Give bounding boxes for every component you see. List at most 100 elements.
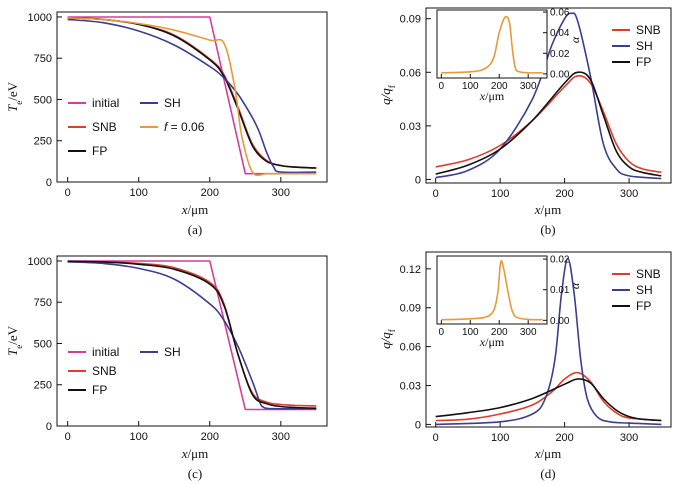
legend-label: SH — [164, 96, 181, 110]
series-line-SNB — [435, 74, 662, 174]
series-line-SH — [67, 18, 317, 174]
inset-series-line-alpha — [441, 260, 543, 321]
x-tick-label: 300 — [620, 188, 638, 200]
panel-label: (a) — [188, 222, 202, 237]
frame — [425, 7, 672, 184]
x-axis-label: x/μm — [181, 202, 208, 217]
x-axis-label: x/μm — [534, 202, 561, 217]
inset-x-axis-label: x/μm — [479, 89, 505, 103]
y-tick-label: 1000 — [28, 256, 52, 268]
y-tick-label: 0.03 — [400, 381, 421, 393]
legend-label: FP — [636, 299, 651, 313]
series-line-FP — [67, 260, 317, 409]
inset-frame — [436, 9, 548, 79]
y-tick-label: 0.06 — [400, 342, 421, 354]
panel-label: (d) — [540, 466, 555, 481]
series-line-SNB — [435, 371, 662, 422]
x-tick-label: 300 — [620, 432, 638, 444]
inset-y-axis-label: α — [568, 36, 582, 43]
inset-y-tick-label: 0.00 — [550, 316, 570, 327]
legend-label: SH — [636, 283, 653, 297]
inset-y-tick-label: 0.06 — [550, 8, 570, 19]
y-tick-label: 0.09 — [400, 303, 421, 315]
inset-x-tick-label: 200 — [491, 327, 508, 338]
chart-panel-b: 0 100 200 300 0 0.03 0.06 0.09 x/μm q/qf (b) SNB SH F… — [378, 7, 672, 237]
inset-x-tick-label: 100 — [462, 81, 479, 92]
y-axis-label: q/qf — [378, 328, 397, 349]
inset-y-tick-label: 0.02 — [550, 49, 570, 60]
panel-label: (b) — [540, 222, 555, 237]
x-tick-label: 200 — [555, 188, 573, 200]
inset-chart: 0 100 200 300 0.00 0.01 0.02 x/μm α — [436, 255, 582, 349]
inset-y-tick-label: 0.02 — [550, 255, 570, 266]
inset-x-tick-label: 300 — [520, 327, 537, 338]
frame — [425, 251, 672, 428]
chart-panel-d: 0 100 200 300 0 0.03 0.06 0.09 0.12 x/μm q/qf (d) SN… — [378, 251, 672, 481]
x-axis-label: x/μm — [181, 446, 208, 461]
series-line-f006 — [67, 17, 317, 177]
legend: initial SNB SH FP — [68, 345, 181, 397]
x-tick-label: 200 — [201, 431, 219, 443]
legend-label: initial — [92, 96, 119, 110]
y-tick-label: 750 — [34, 297, 52, 309]
y-axis-label: Te/eV — [5, 325, 24, 356]
y-tick-label: 0 — [415, 174, 421, 186]
series-line-FP — [435, 71, 662, 177]
y-tick-label: 0.06 — [400, 67, 421, 79]
y-axis-label: q/qf — [378, 84, 397, 105]
legend-label: SNB — [92, 364, 117, 378]
x-tick-label: 100 — [491, 432, 509, 444]
legend-label: FP — [92, 383, 107, 397]
x-tick-label: 0 — [433, 432, 439, 444]
frame — [56, 11, 328, 183]
x-tick-label: 300 — [272, 187, 290, 199]
inset-y-tick-label: 0.04 — [550, 28, 570, 39]
y-tick-label: 250 — [34, 380, 52, 392]
legend: initial SNB FP SH f = 0.06 — [68, 96, 205, 158]
inset-y-tick-label: 0.00 — [550, 69, 570, 80]
inset-x-tick-label: 0 — [439, 327, 445, 338]
legend-label: SNB — [636, 267, 661, 281]
chart-panel-c: 0 100 200 300 0 250 500 750 1000 x/μm Te/eV (c) init… — [5, 255, 328, 481]
y-tick-label: 500 — [34, 338, 52, 350]
y-tick-label: 0 — [46, 421, 52, 433]
x-tick-label: 200 — [201, 187, 219, 199]
x-axis-label: x/μm — [534, 446, 561, 461]
legend: SNB SH FP — [612, 267, 661, 313]
x-tick-label: 0 — [65, 187, 71, 199]
y-tick-label: 0 — [46, 177, 52, 189]
chart-panel-a: 0 100 200 300 0 250 500 750 1000 x/μm Te/eV (a) init… — [5, 11, 328, 237]
legend: SNB SH FP — [612, 23, 661, 69]
inset-chart: 0 100 200 300 0.00 0.02 0.04 0.06 x/μm α — [436, 8, 582, 103]
y-tick-label: 0 — [415, 419, 421, 431]
panel-label: (c) — [188, 466, 202, 481]
frame — [56, 255, 328, 427]
series-line-SH — [435, 257, 662, 426]
x-tick-label: 300 — [272, 431, 290, 443]
x-tick-label: 100 — [130, 431, 148, 443]
inset-y-axis-label: α — [568, 282, 582, 289]
legend-label: SH — [164, 345, 181, 359]
legend-label: SH — [636, 39, 653, 53]
inset-y-tick-label: 0.01 — [550, 285, 570, 296]
y-tick-label: 1000 — [28, 12, 52, 24]
y-tick-label: 0.09 — [400, 14, 421, 26]
series-line-SH — [67, 261, 317, 410]
legend-label: SNB — [636, 23, 661, 37]
y-tick-label: 250 — [34, 136, 52, 148]
legend-label: FP — [636, 55, 651, 69]
legend-label: initial — [92, 345, 119, 359]
inset-series-line-alpha — [441, 15, 543, 74]
y-tick-label: 0.12 — [400, 264, 421, 276]
inset-x-axis-label: x/μm — [479, 335, 505, 349]
inset-x-tick-label: 0 — [439, 81, 445, 92]
series-line-FP — [435, 378, 662, 422]
x-tick-label: 200 — [555, 432, 573, 444]
legend-label: FP — [92, 144, 107, 158]
x-tick-label: 100 — [491, 188, 509, 200]
y-tick-label: 500 — [34, 94, 52, 106]
x-tick-label: 0 — [65, 431, 71, 443]
y-tick-label: 750 — [34, 53, 52, 65]
x-tick-label: 0 — [433, 188, 439, 200]
inset-x-tick-label: 300 — [520, 81, 537, 92]
